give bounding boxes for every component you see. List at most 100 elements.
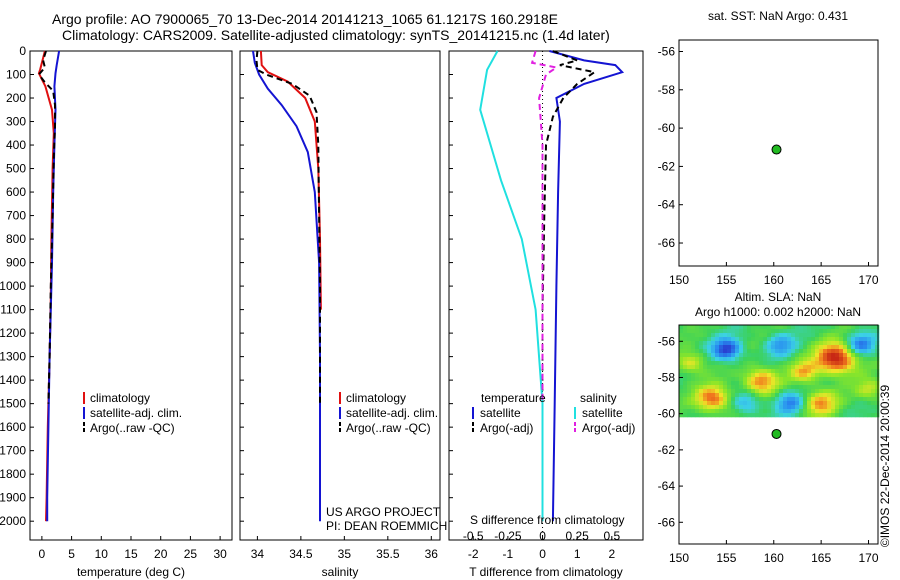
sla-cell — [831, 401, 836, 406]
sla-cell — [727, 385, 732, 390]
sla-cell — [791, 377, 796, 382]
sla-cell — [795, 377, 800, 382]
sla-cell — [715, 337, 720, 342]
sla-cell — [839, 337, 844, 342]
sla-cell — [847, 329, 852, 334]
sla-cell — [735, 397, 740, 402]
sla-cell — [823, 409, 828, 414]
sla-cell — [687, 329, 692, 334]
sla-cell — [827, 345, 832, 350]
sla-cell — [803, 373, 808, 378]
sla-cell — [787, 405, 792, 410]
sla-cell — [723, 381, 728, 386]
sla-cell — [867, 377, 872, 382]
sla-cell — [871, 361, 876, 366]
sla-cell — [867, 353, 872, 358]
y-tick-label: -56 — [658, 44, 676, 58]
sla-cell — [759, 405, 764, 410]
sla-map-title-line2: Argo h1000: 0.002 h2000: NaN — [695, 305, 861, 319]
sla-cell — [831, 373, 836, 378]
sla-cell — [699, 385, 704, 390]
sla-cell — [695, 405, 700, 410]
sla-cell — [739, 401, 744, 406]
y-tick-label: 0 — [19, 44, 26, 58]
sla-cell — [719, 381, 724, 386]
sla-cell — [815, 349, 820, 354]
sla-cell — [739, 329, 744, 334]
sla-cell — [791, 365, 796, 370]
diff-legend-entry: satellite — [480, 406, 521, 420]
sla-cell — [803, 341, 808, 346]
sla-cell — [735, 341, 740, 346]
sla-cell — [723, 337, 728, 342]
sla-cell — [731, 397, 736, 402]
salinity-panel — [239, 50, 441, 541]
sla-cell — [875, 325, 880, 330]
sla-cell — [839, 329, 844, 334]
sla-cell — [691, 329, 696, 334]
sla-cell — [847, 369, 852, 374]
sla-cell — [855, 373, 860, 378]
sla-cell — [759, 365, 764, 370]
x-tick-label: -1 — [503, 547, 514, 561]
sla-cell — [731, 405, 736, 410]
sla-cell — [755, 385, 760, 390]
top-x-tick-label: 0.5 — [603, 529, 620, 543]
sla-cell — [763, 341, 768, 346]
sla-cell — [867, 333, 872, 338]
sla-cell — [759, 369, 764, 374]
sla-cell — [855, 389, 860, 394]
y-tick-label: 500 — [6, 162, 26, 176]
y-tick-label: 1600 — [0, 420, 26, 434]
sla-cell — [687, 361, 692, 366]
sla-cell — [835, 341, 840, 346]
sla-cell — [715, 357, 720, 362]
sla-cell — [815, 393, 820, 398]
x-tick-label: 165 — [811, 551, 831, 565]
sla-cell — [735, 381, 740, 386]
sla-cell — [875, 409, 880, 414]
sla-cell — [835, 369, 840, 374]
sla-cell — [843, 357, 848, 362]
sla-cell — [683, 409, 688, 414]
sla-cell — [779, 401, 784, 406]
sla-cell — [751, 345, 756, 350]
sla-cell — [779, 385, 784, 390]
sla-cell — [855, 349, 860, 354]
sla-cell — [819, 369, 824, 374]
sla-cell — [779, 337, 784, 342]
sla-cell — [699, 329, 704, 334]
sla-cell — [815, 337, 820, 342]
sla-cell — [819, 413, 824, 418]
sla-cell — [695, 377, 700, 382]
sla-cell — [791, 337, 796, 342]
sla-cell — [791, 393, 796, 398]
sla-cell — [863, 357, 868, 362]
sla-cell — [743, 357, 748, 362]
sla-cell — [779, 361, 784, 366]
sla-cell — [839, 361, 844, 366]
sla-cell — [751, 389, 756, 394]
sla-cell — [859, 369, 864, 374]
sla-cell — [715, 373, 720, 378]
sla-cell — [787, 333, 792, 338]
sla-cell — [699, 393, 704, 398]
sla-cell — [799, 361, 804, 366]
sla-cell — [779, 369, 784, 374]
sla-cell — [787, 349, 792, 354]
sla-cell — [863, 353, 868, 358]
sla-cell — [859, 365, 864, 370]
sla-cell — [843, 393, 848, 398]
sla-cell — [851, 333, 856, 338]
sla-cell — [823, 337, 828, 342]
sla-cell — [803, 405, 808, 410]
sla-cell — [739, 389, 744, 394]
sla-cell — [771, 341, 776, 346]
sla-cell — [767, 393, 772, 398]
sla-cell — [751, 361, 756, 366]
sla-cell — [827, 329, 832, 334]
sla-cell — [767, 389, 772, 394]
sla-cell — [803, 365, 808, 370]
sla-cell — [847, 341, 852, 346]
y-tick-label: -56 — [658, 334, 676, 348]
